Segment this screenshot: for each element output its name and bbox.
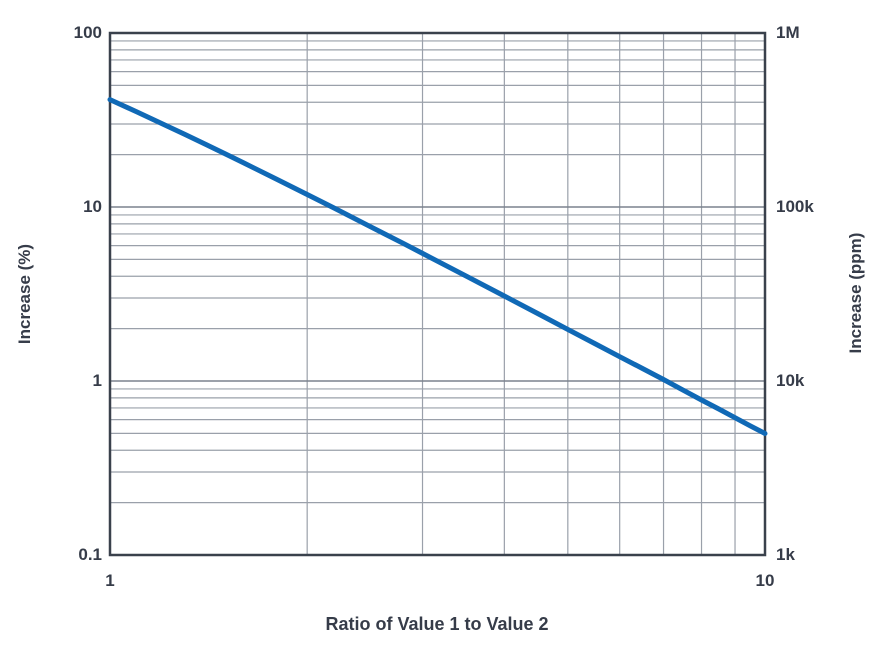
- plot-border: [108, 31, 767, 557]
- x-tick-10: 10: [755, 571, 775, 590]
- series-line-increase: [107, 97, 768, 436]
- y-left-tick-0p1: 0.1: [78, 545, 102, 564]
- y-right-tick-10k: 10k: [776, 371, 805, 390]
- y-left-tick-100: 100: [73, 23, 102, 42]
- y-left-tick-10: 10: [83, 197, 102, 216]
- y-axis-right-title: Increase (ppm): [846, 232, 865, 354]
- y-left-tick-1: 1: [92, 371, 102, 390]
- x-tick-1: 1: [105, 571, 115, 590]
- x-axis-title: Ratio of Value 1 to Value 2: [325, 614, 549, 634]
- y-axis-left-title: Increase (%): [15, 243, 34, 345]
- y-right-tick-1M: 1M: [776, 23, 800, 42]
- y-right-tick-100k: 100k: [776, 197, 814, 216]
- y-right-tick-1k: 1k: [776, 545, 795, 564]
